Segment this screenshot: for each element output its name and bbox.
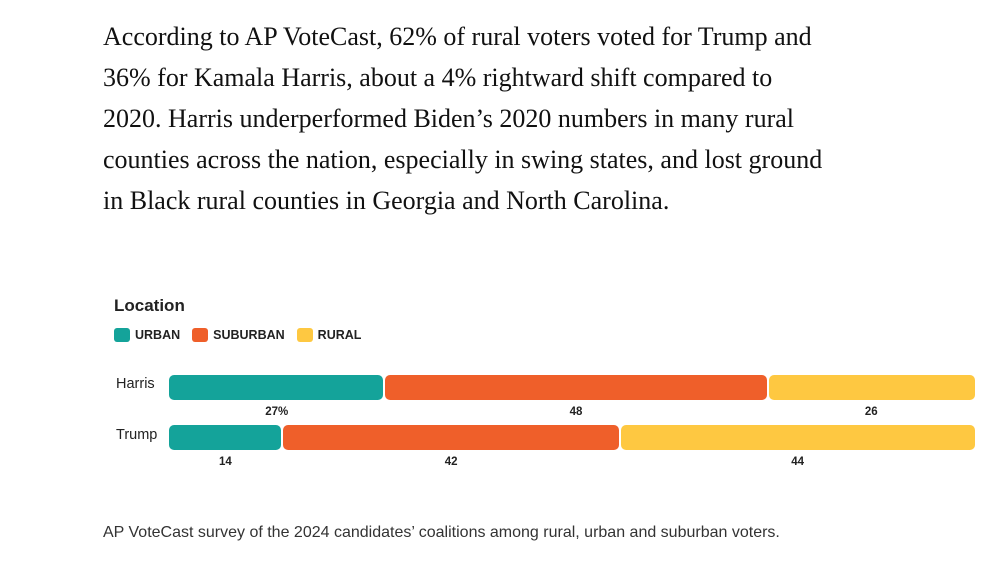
article-paragraph: According to AP VoteCast, 62% of rural v… xyxy=(103,22,823,215)
data-label-trump-urban: 14 xyxy=(219,456,232,468)
bar-harris: 27% 48 26 xyxy=(169,375,975,418)
figure-caption: AP VoteCast survey of the 2024 candidate… xyxy=(103,524,780,541)
legend-item-suburban: SUBURBAN xyxy=(192,328,285,342)
data-label-harris-suburban: 48 xyxy=(569,406,583,418)
data-label-harris-urban: 27% xyxy=(265,406,289,418)
bar-segment-harris-suburban xyxy=(385,375,767,400)
legend-label-urban: URBAN xyxy=(135,328,181,342)
data-label-trump-rural: 44 xyxy=(791,456,805,468)
row-label-trump: Trump xyxy=(116,427,158,443)
bar-segment-trump-urban xyxy=(169,425,281,450)
chart-legend: URBAN SUBURBAN RURAL xyxy=(114,328,373,342)
row-label-harris: Harris xyxy=(116,376,155,392)
chart-title: Location xyxy=(114,296,185,315)
legend-swatch-suburban xyxy=(192,328,209,342)
legend-label-rural: RURAL xyxy=(317,328,362,342)
bar-segment-harris-urban xyxy=(169,375,384,400)
bar-segment-harris-rural xyxy=(768,375,975,400)
data-label-harris-rural: 26 xyxy=(864,406,878,418)
bar-trump: 14 42 44 xyxy=(169,425,975,468)
bar-segment-trump-suburban xyxy=(282,425,620,450)
bar-segment-trump-rural xyxy=(621,425,975,450)
data-label-trump-suburban: 42 xyxy=(444,456,458,468)
legend-item-urban: URBAN xyxy=(114,328,180,342)
legend-swatch-rural xyxy=(296,328,313,342)
legend-label-suburban: SUBURBAN xyxy=(213,328,285,342)
legend-item-rural: RURAL xyxy=(296,328,362,342)
legend-swatch-urban xyxy=(114,328,130,342)
stacked-bar-chart: Location URBAN SUBURBAN RURAL Harris 27%… xyxy=(112,296,982,486)
